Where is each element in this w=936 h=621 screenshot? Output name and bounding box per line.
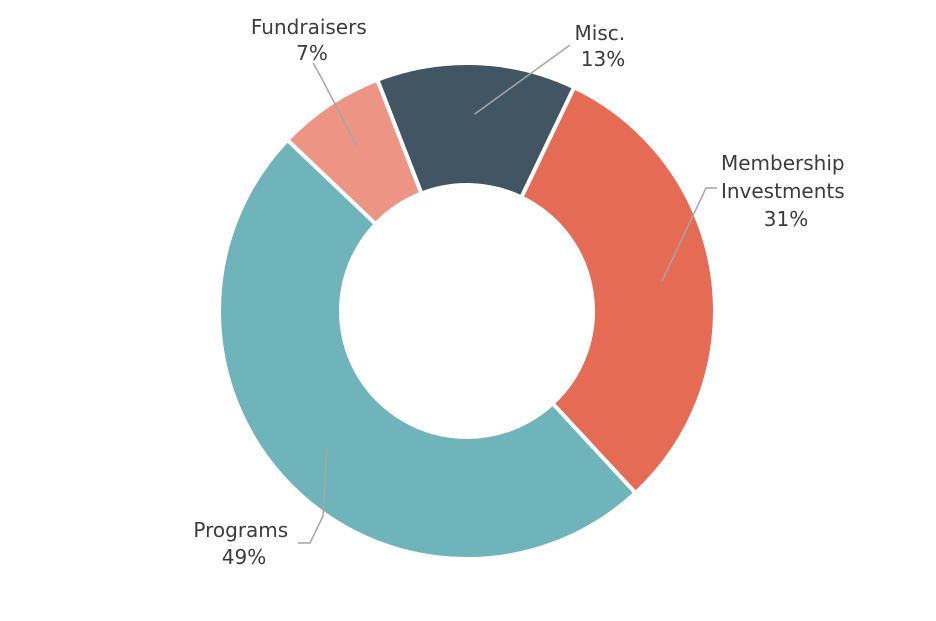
leader-line-fundraisers: [312, 62, 359, 148]
slice-label-membership-investments: Membership Investments 31%: [721, 151, 851, 231]
slice-membership-investments: [518, 84, 717, 496]
slice-programs: [217, 137, 639, 561]
slice-label-fundraisers: Fundraisers 7%: [251, 15, 373, 65]
slice-label-misc: Misc. 13%: [575, 21, 632, 71]
leader-line-programs: [298, 449, 328, 544]
slice-label-programs: Programs 49%: [193, 518, 294, 569]
leader-line-membership-investments: [661, 187, 717, 282]
leader-line-misc: [474, 44, 571, 115]
leader-lines: [298, 44, 717, 544]
donut-slices: [217, 61, 717, 561]
slice-fundraisers: [284, 77, 425, 227]
